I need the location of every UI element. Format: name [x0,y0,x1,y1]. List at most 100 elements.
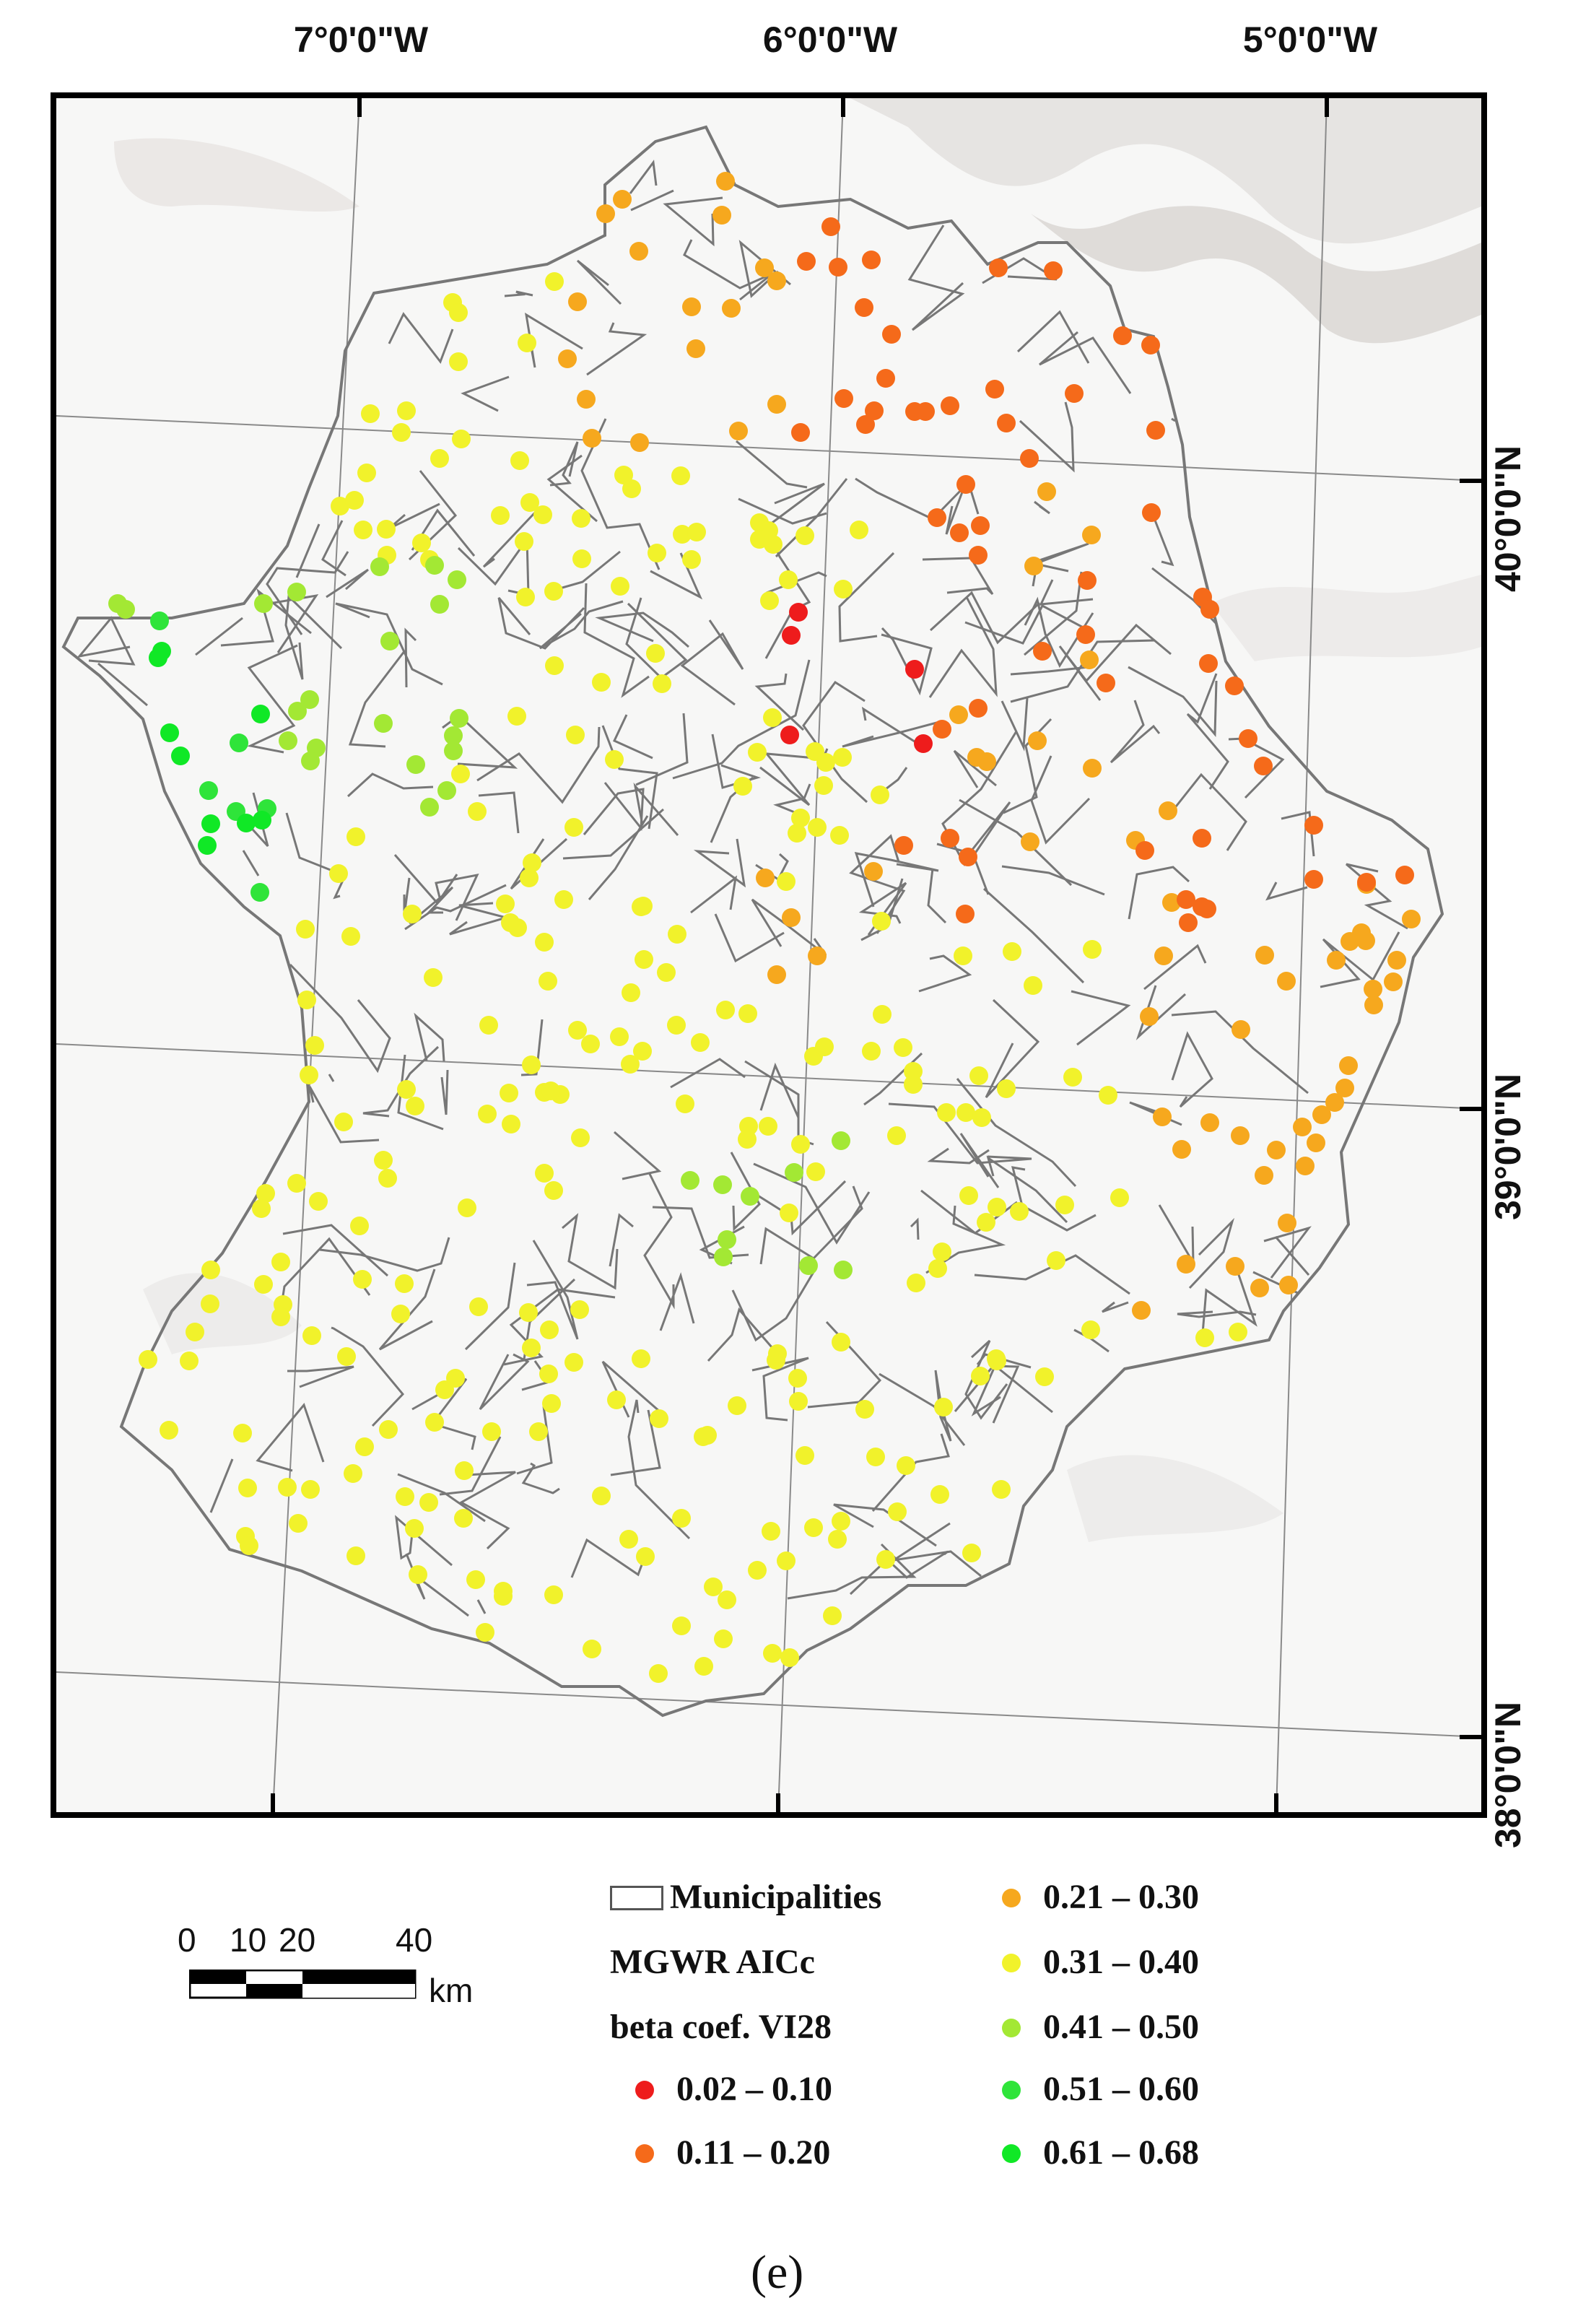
municipality-boundary [414,1012,445,1062]
municipality-boundary [690,875,738,914]
municipality-point [406,1097,424,1115]
municipality-point [821,217,840,236]
municipality-point [733,777,752,796]
municipality-boundary [910,1217,920,1240]
municipality-point [941,829,959,848]
municipality-point [1047,1251,1065,1270]
map-canvas[interactable] [56,98,1481,1812]
municipality-point [1387,951,1406,970]
municipality-boundary [1019,401,1075,473]
parallel-line [56,415,1481,482]
municipality-point [256,1184,275,1203]
municipality-boundary [1001,865,1105,896]
municipality-point [539,1365,558,1383]
municipality-point [1304,870,1323,889]
municipality-point [806,1162,825,1181]
municipality-point [1250,1279,1269,1297]
municipality-point [296,920,315,939]
map-frame[interactable] [51,92,1487,1818]
legend-dot-class-4 [1002,1954,1021,1972]
municipality-point [904,1062,923,1081]
municipality-boundary [284,593,343,680]
municipality-point [607,1391,626,1409]
municipality-boundary [520,1019,544,1076]
legend-label-class-2: 0.11 – 0.20 [676,2133,831,2172]
municipality-point [449,352,468,371]
municipality-point [1172,1140,1191,1159]
municipality-point [1225,676,1244,695]
municipality-point [301,1480,320,1499]
legend-title-line1: MGWR AICc [610,1943,815,1981]
municipality-boundary [833,1503,937,1547]
municipality-boundary [1058,623,1172,701]
municipality-boundary [1171,1031,1213,1108]
municipality-point [887,1126,906,1145]
municipality-point [832,1512,850,1531]
municipality-point [782,908,801,927]
municipality-boundary [461,375,510,412]
municipality-boundary [753,1162,871,1245]
municipality-point [1037,482,1056,501]
municipality-point [605,750,624,769]
municipality-point [657,963,676,982]
municipality-boundary [497,597,585,650]
municipality-point [380,632,399,650]
municipality-point [755,258,774,277]
municipality-point [507,707,526,726]
municipality-point [279,731,297,750]
municipality-point [713,1175,732,1194]
municipality-boundary [273,593,319,653]
municipality-boundary [335,602,443,686]
municipality-point [672,1509,691,1528]
municipality-boundary [672,659,811,780]
municipality-boundary [546,454,598,523]
municipality-point [672,1616,691,1635]
municipality-point [956,1103,975,1122]
meridian-line [272,98,360,1812]
municipality-point [1177,1255,1195,1274]
municipality-boundary [985,998,1040,1099]
municipality-boundary [630,189,674,212]
municipality-point [370,557,389,576]
municipality-point [533,505,552,524]
municipality-point [989,258,1008,277]
municipality-boundary [404,627,417,688]
municipality-boundary [888,1102,1032,1165]
municipality-boundary [285,812,347,900]
municipality-point [278,1478,297,1497]
municipality-point [446,1369,465,1388]
municipality-point [478,1105,497,1123]
municipality-point [500,1084,518,1102]
municipality-point [956,905,975,923]
municipality-boundary [504,290,533,297]
municipality-boundary [439,1436,502,1496]
municipality-point [1296,1157,1315,1175]
municipality-point [967,748,986,767]
municipality-point [1035,1367,1054,1386]
municipality-point [592,673,611,692]
municipality-boundary [802,680,868,804]
municipality-point [1063,1068,1082,1087]
municipality-point [1162,893,1181,912]
municipality-point [704,1577,723,1596]
municipality-point [907,1274,925,1292]
municipality-point [985,380,1004,399]
municipality-boundary [1010,639,1156,703]
municipality-point [116,600,135,619]
municipality-point [928,508,946,527]
municipality-point [760,591,779,610]
municipality-point [254,594,273,613]
municipality-point [568,292,587,311]
municipality-point [540,1320,559,1339]
municipality-boundary [601,725,658,830]
municipality-point [479,1016,498,1035]
municipality-point [1177,890,1195,909]
municipality-point [541,1082,560,1100]
municipality-point [1110,1188,1129,1207]
municipality-boundary [482,511,536,568]
municipality-boundary [397,1054,444,1131]
municipality-boundary [635,713,689,786]
municipality-boundary [562,1213,619,1290]
municipality-boundary [331,1326,405,1427]
municipality-point [1078,571,1097,590]
